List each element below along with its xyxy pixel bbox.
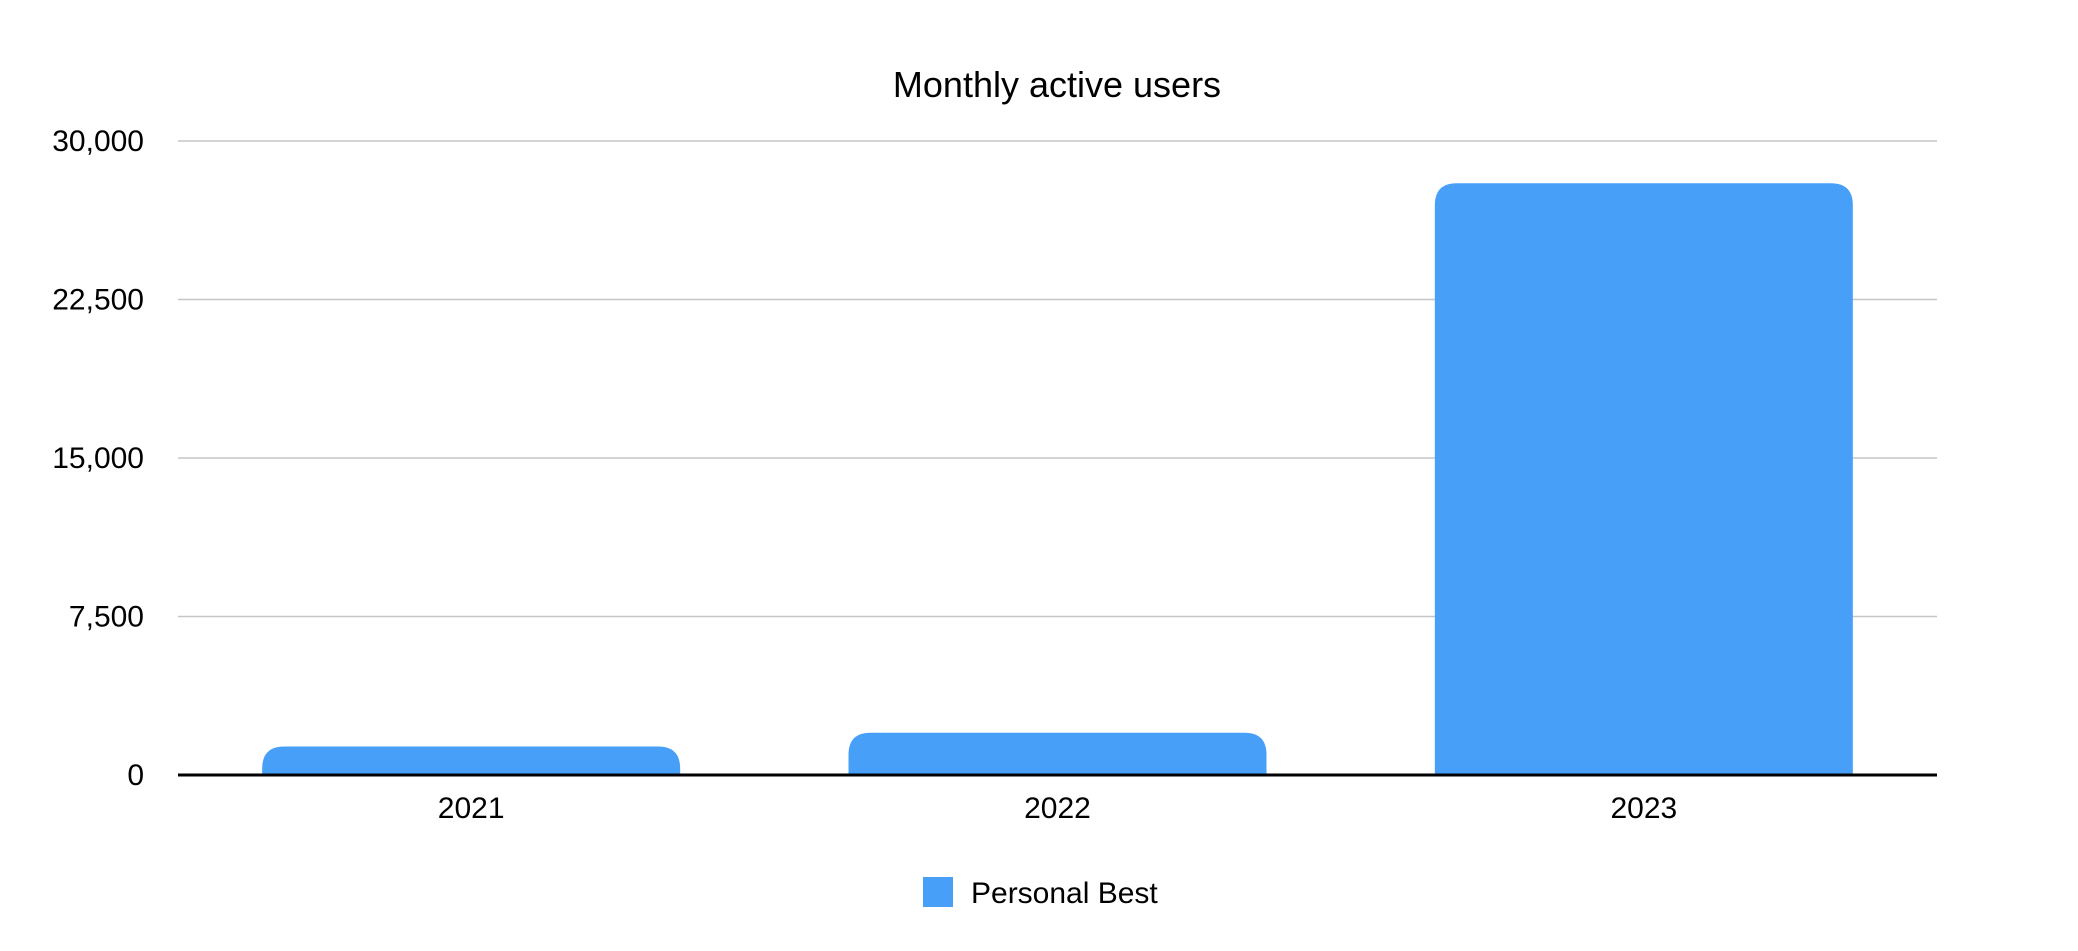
x-tick-label: 2021 bbox=[438, 792, 505, 825]
y-axis-ticks: 0 7,500 15,000 22,500 30,000 bbox=[52, 125, 144, 792]
y-tick-label: 0 bbox=[127, 759, 144, 792]
legend-swatch-personal-best bbox=[923, 877, 953, 907]
y-tick-label: 7,500 bbox=[69, 601, 144, 634]
bar-2023 bbox=[1434, 183, 1853, 775]
x-axis-ticks: 2021 2022 2023 bbox=[438, 792, 1677, 825]
bars bbox=[262, 183, 1853, 775]
x-tick-label: 2023 bbox=[1610, 792, 1677, 825]
y-tick-label: 30,000 bbox=[52, 125, 144, 158]
y-tick-label: 22,500 bbox=[52, 284, 144, 317]
chart-title: Monthly active users bbox=[893, 64, 1221, 105]
bar-2022 bbox=[848, 732, 1267, 775]
x-tick-label: 2022 bbox=[1024, 792, 1091, 825]
legend-label-personal-best: Personal Best bbox=[971, 877, 1158, 910]
legend: Personal Best bbox=[923, 877, 1158, 910]
y-tick-label: 15,000 bbox=[52, 442, 144, 475]
bar-2021 bbox=[262, 746, 681, 775]
